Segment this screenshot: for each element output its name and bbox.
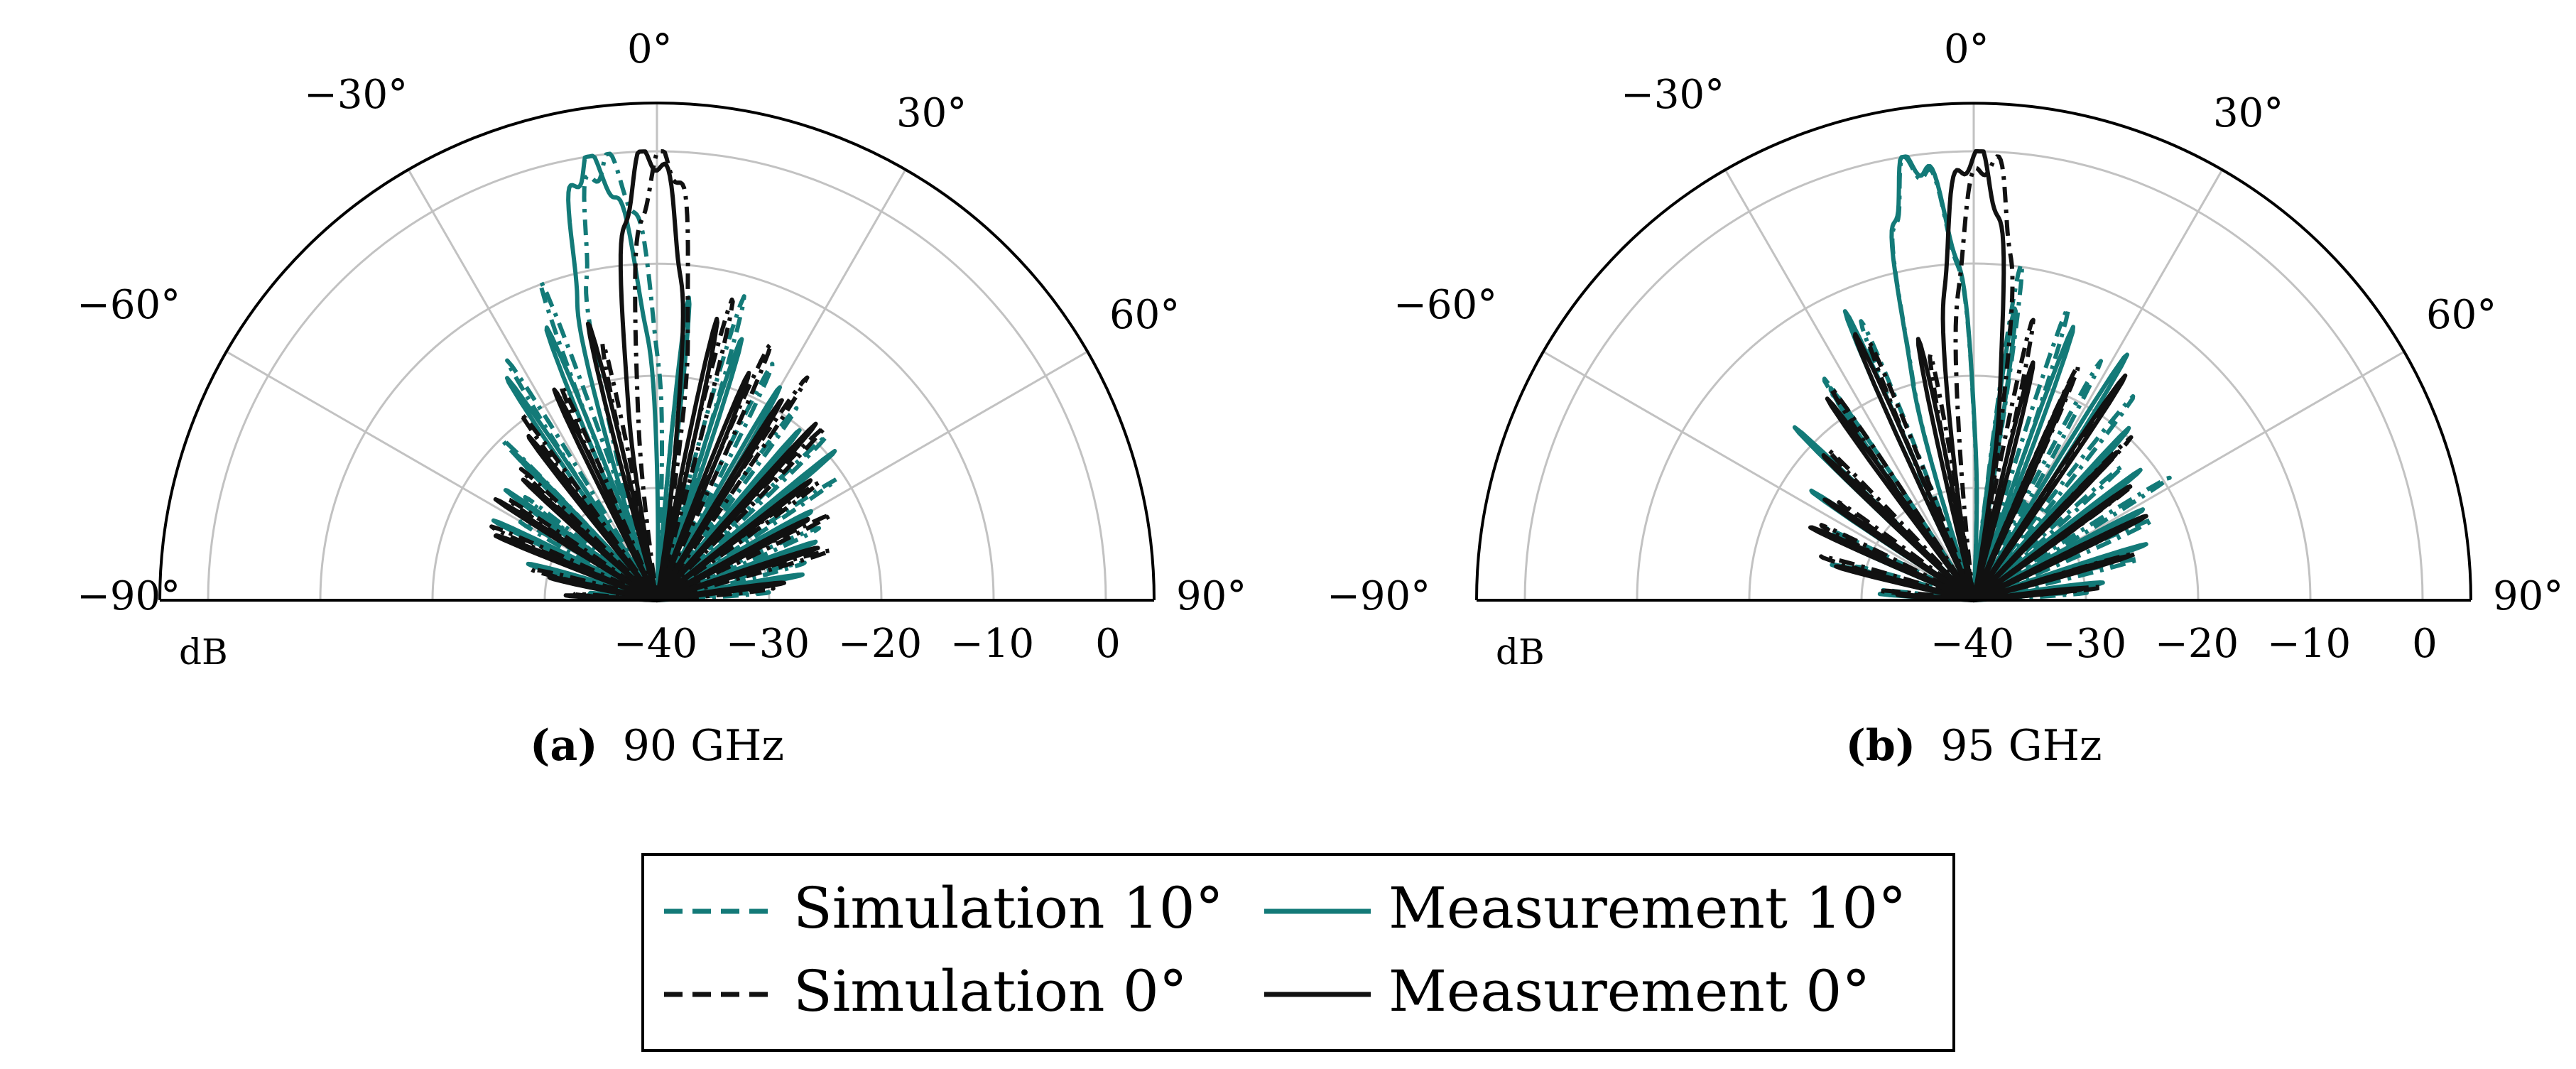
- caption-text: 90 GHz: [623, 721, 784, 771]
- angle-tick-label: 60°: [1109, 292, 1180, 338]
- angle-tick-label: −60°: [1393, 282, 1497, 328]
- radial-tick-label: −10: [950, 621, 1034, 667]
- legend: Simulation 10° Measurement 10° Simulatio…: [641, 853, 1955, 1052]
- series-layer: [1792, 149, 2172, 602]
- radial-tick-label: −40: [1930, 621, 2014, 667]
- angle-tick-label: 90°: [2493, 573, 2563, 619]
- series-measurement-0: [493, 149, 820, 602]
- radial-tick-label: −40: [614, 621, 697, 667]
- radial-tick-label: 0: [1095, 621, 1121, 667]
- radial-tick-label: 0: [2412, 621, 2438, 667]
- angle-tick-label: 0°: [1944, 26, 1989, 72]
- caption-text: 95 GHz: [1940, 721, 2102, 771]
- legend-label-measurement-10: Measurement 10°: [1388, 875, 1906, 941]
- radial-grid: [1523, 103, 2424, 602]
- radial-tick-label: −30: [2043, 621, 2126, 667]
- series-simulation-0: [489, 149, 833, 602]
- caption-label: (a): [530, 721, 598, 771]
- angle-tick-label: 90°: [1176, 573, 1246, 619]
- angle-tick-label: −60°: [77, 282, 180, 328]
- angle-tick-label: 30°: [896, 90, 967, 136]
- polar-chart-90ghz: −90° −60° −30° 0° 30° 60° 90° −40 −30 −2…: [77, 26, 1246, 771]
- radial-axis-label: dB: [179, 631, 228, 673]
- caption-90ghz: (a) 90 GHz: [530, 721, 784, 771]
- caption-label: (b): [1845, 721, 1915, 771]
- radial-tick-label: −20: [2155, 621, 2239, 667]
- angle-tick-label: −30°: [304, 72, 408, 118]
- radial-tick-label: −10: [2267, 621, 2351, 667]
- series-measurement-10: [491, 153, 837, 602]
- series-simulation-10: [1808, 154, 2172, 602]
- legend-label-simulation-10: Simulation 10°: [793, 875, 1224, 941]
- radial-axis-label: dB: [1496, 631, 1545, 673]
- grid-spoke: [1724, 169, 1975, 601]
- polar-chart-95ghz: −90° −60° −30° 0° 30° 60° 90° −40 −30 −2…: [1327, 26, 2563, 771]
- angle-tick-label: 60°: [2426, 292, 2496, 338]
- grid-spoke: [1543, 350, 1974, 602]
- caption-95ghz: (b) 95 GHz: [1845, 721, 2102, 771]
- outer-boundary-arc: [158, 102, 1156, 601]
- angle-tick-label: −90°: [1327, 573, 1430, 619]
- angle-tick-label: 30°: [2213, 90, 2283, 136]
- angle-tick-label: −30°: [1621, 72, 1724, 118]
- angle-tick-label: 0°: [627, 26, 673, 72]
- legend-box: [641, 853, 1955, 1052]
- legend-label-simulation-0: Simulation 0°: [793, 958, 1188, 1024]
- series-measurement-0: [1808, 149, 2148, 602]
- legend-label-measurement-0: Measurement 0°: [1388, 958, 1870, 1024]
- radial-tick-label: −20: [838, 621, 922, 667]
- angle-tick-label: −90°: [77, 573, 180, 619]
- radial-tick-label: −30: [726, 621, 810, 667]
- outer-boundary-arc: [1475, 102, 2472, 601]
